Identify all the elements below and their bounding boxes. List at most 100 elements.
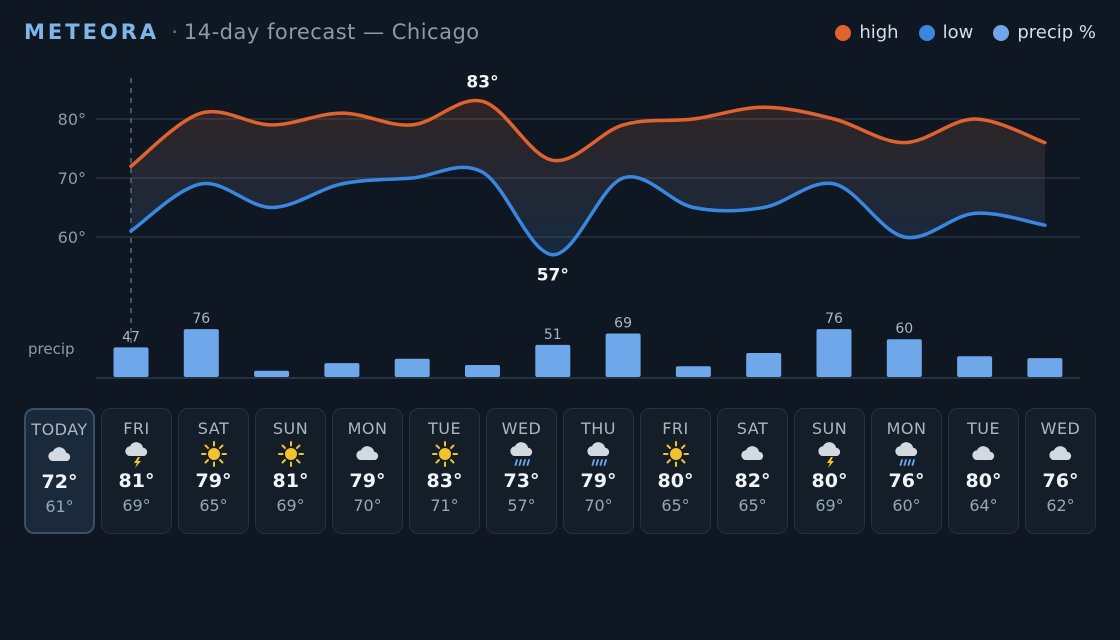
- high-temp: 73°: [503, 470, 540, 492]
- precip-bar-label: 69: [614, 316, 632, 332]
- low-temp: 65°: [738, 496, 767, 515]
- thunderstorm-icon: [122, 440, 152, 468]
- precip-bar: [957, 356, 993, 377]
- day-label: THU: [580, 419, 616, 438]
- high-temperature-line: [129, 98, 1047, 168]
- rain-icon: [584, 440, 614, 468]
- high-temp: 80°: [657, 470, 694, 492]
- day-label: WED: [501, 419, 542, 438]
- low-temp: 69°: [122, 496, 151, 515]
- header: METEORA · 14-day forecast — Chicago: [24, 20, 480, 48]
- low-temp: 70°: [584, 496, 613, 515]
- thunderstorm-icon: [815, 440, 845, 468]
- high-temp: 82°: [734, 470, 771, 492]
- low-temp: 71°: [430, 496, 459, 515]
- precip-bar: [746, 353, 782, 377]
- day-card[interactable]: THU 79° 70°: [563, 408, 634, 534]
- legend-label-precip: precip %: [1017, 22, 1096, 43]
- low-temp: 70°: [353, 496, 382, 515]
- day-card[interactable]: FRI 81° 69°: [101, 408, 172, 534]
- precip-bar: [675, 366, 711, 377]
- day-label: TUE: [966, 419, 1001, 438]
- day-card[interactable]: WED 73° 57°: [486, 408, 557, 534]
- day-label: WED: [1040, 419, 1081, 438]
- precip-bar-label: 51: [544, 327, 562, 343]
- day-label: TUE: [427, 419, 462, 438]
- precip-bar: [886, 339, 922, 377]
- precip-bar-label: 76: [192, 311, 210, 327]
- y-tick-label: 70°: [58, 169, 86, 188]
- legend-item-low[interactable]: low: [918, 22, 974, 43]
- sun-icon: [430, 440, 460, 468]
- legend-swatch-high: [835, 24, 852, 41]
- day-card[interactable]: TUE 80° 64°: [948, 408, 1019, 534]
- chart-legend: high low precip %: [835, 22, 1096, 43]
- day-label: MON: [347, 419, 388, 438]
- high-temp: 72°: [41, 471, 78, 493]
- title-separator: ·: [171, 20, 178, 44]
- precip-bar-label: 47: [122, 329, 140, 345]
- day-card[interactable]: MON 79° 70°: [332, 408, 403, 534]
- day-card[interactable]: TUE 83° 71°: [409, 408, 480, 534]
- page-subtitle: 14-day forecast — Chicago: [183, 20, 480, 44]
- precip-bar: [535, 344, 571, 377]
- day-card[interactable]: MON 76° 60°: [871, 408, 942, 534]
- low-temp: 57°: [507, 496, 536, 515]
- day-card[interactable]: SUN 81° 69°: [255, 408, 326, 534]
- brand-logo: METEORA: [24, 20, 160, 44]
- precip-bar: [254, 370, 290, 377]
- low-temp: 60°: [892, 496, 921, 515]
- legend-swatch-precip: [993, 24, 1010, 41]
- low-temp: 64°: [969, 496, 998, 515]
- high-temp: 83°: [426, 470, 463, 492]
- rain-icon: [892, 440, 922, 468]
- day-label: FRI: [662, 419, 689, 438]
- cloud-icon: [1046, 440, 1076, 468]
- high-temp: 79°: [580, 470, 617, 492]
- sun-icon: [276, 440, 306, 468]
- low-temp: 65°: [661, 496, 690, 515]
- high-temp: 80°: [965, 470, 1002, 492]
- day-card[interactable]: FRI 80° 65°: [640, 408, 711, 534]
- day-label: SUN: [272, 419, 309, 438]
- low-temp: 62°: [1046, 496, 1075, 515]
- y-tick-label: 60°: [58, 228, 86, 247]
- precip-bar-label: 60: [895, 321, 913, 337]
- high-extreme-label: 83°: [466, 72, 498, 92]
- low-temp: 65°: [199, 496, 228, 515]
- day-card[interactable]: SAT 79° 65°: [178, 408, 249, 534]
- high-temp: 81°: [272, 470, 309, 492]
- cloud-icon: [353, 440, 383, 468]
- low-extreme-label: 57°: [537, 266, 569, 286]
- day-card[interactable]: SUN 80° 69°: [794, 408, 865, 534]
- day-card[interactable]: WED 76° 62°: [1025, 408, 1096, 534]
- low-temp: 69°: [815, 496, 844, 515]
- cloud-icon: [738, 440, 768, 468]
- high-temp: 81°: [118, 470, 155, 492]
- day-label: SAT: [736, 419, 769, 438]
- y-tick-label: 80°: [58, 110, 86, 129]
- day-card[interactable]: TODAY 72° 61°: [24, 408, 95, 534]
- precip-bar: [394, 358, 430, 377]
- legend-swatch-low: [918, 24, 935, 41]
- cloud-icon: [969, 440, 999, 468]
- legend-item-high[interactable]: high: [835, 22, 899, 43]
- legend-item-precip[interactable]: precip %: [993, 22, 1096, 43]
- low-temp: 69°: [276, 496, 305, 515]
- rain-icon: [507, 440, 537, 468]
- day-label: MON: [886, 419, 927, 438]
- precip-bar-label: 76: [825, 311, 843, 327]
- legend-label-low: low: [942, 22, 974, 43]
- precip-bar: [816, 329, 852, 377]
- cloud-icon: [45, 441, 75, 469]
- high-temp: 79°: [349, 470, 386, 492]
- day-label: SUN: [811, 419, 848, 438]
- low-temp: 61°: [45, 497, 74, 516]
- high-temp: 80°: [811, 470, 848, 492]
- precip-bar: [465, 365, 500, 377]
- temperature-range-band: [131, 100, 1045, 255]
- precip-axis-label: precip: [28, 340, 75, 358]
- high-temp: 79°: [195, 470, 232, 492]
- day-card[interactable]: SAT 82° 65°: [717, 408, 788, 534]
- precip-bar: [183, 329, 219, 377]
